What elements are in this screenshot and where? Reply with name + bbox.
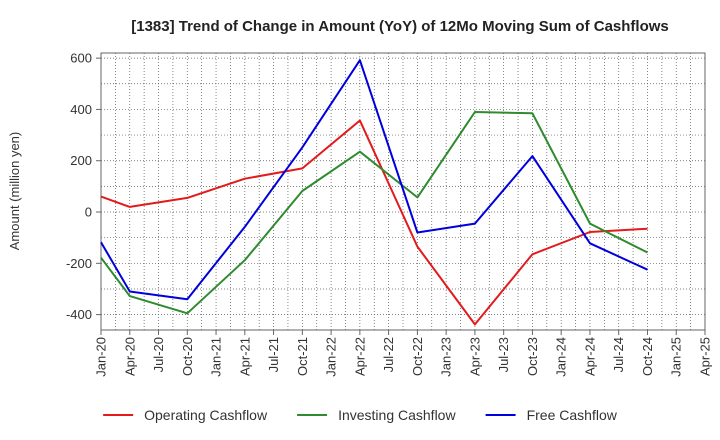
y-tick-label: -200 <box>66 256 92 271</box>
x-tick-label: Jul-22 <box>381 337 396 372</box>
legend: Operating Cashflow Investing Cashflow Free… <box>103 407 618 423</box>
x-tick-label: Oct-22 <box>410 337 425 376</box>
x-tick-label: Jan-23 <box>439 337 454 377</box>
y-tick-label: 400 <box>70 102 92 117</box>
x-tick-label: Oct-20 <box>180 337 195 376</box>
series-line-operating-cashflow <box>100 119 648 326</box>
legend-label-investing-cashflow: Investing Cashflow <box>338 407 456 423</box>
x-tick-label: Jul-21 <box>266 337 281 372</box>
x-tick-label: Jan-25 <box>669 337 684 377</box>
x-tick-label: Jul-23 <box>496 337 511 372</box>
legend-label-free-cashflow: Free Cashflow <box>527 407 618 423</box>
x-tick-label: Jan-22 <box>324 337 339 377</box>
y-tick-label: 200 <box>70 153 92 168</box>
y-axis-label: Amount (million yen) <box>7 132 22 251</box>
x-tick-label: Apr-23 <box>467 337 482 376</box>
x-tick-label: Jul-20 <box>151 337 166 372</box>
y-tick-label: -400 <box>66 307 92 322</box>
x-tick-label: Apr-22 <box>352 337 367 376</box>
x-tick-label: Apr-20 <box>122 337 137 376</box>
y-tick-label: 0 <box>85 205 92 220</box>
x-tick-label: Jul-24 <box>611 337 626 372</box>
x-tick-label: Oct-21 <box>295 337 310 376</box>
x-tick-label: Apr-21 <box>237 337 252 376</box>
x-tick-label: Apr-25 <box>698 337 713 376</box>
x-tick-label: Jan-21 <box>209 337 224 377</box>
chart-title: [1383] Trend of Change in Amount (YoY) o… <box>131 18 669 35</box>
x-tick-label: Jan-24 <box>554 337 569 377</box>
legend-label-operating-cashflow: Operating Cashflow <box>144 407 268 423</box>
x-tick-label: Jan-20 <box>94 337 109 377</box>
series-line-investing-cashflow <box>100 111 648 315</box>
x-tick-label: Apr-24 <box>582 337 597 376</box>
plot-frame <box>100 52 706 331</box>
x-tick-label: Oct-23 <box>525 337 540 376</box>
y-tick-label: 600 <box>70 51 92 66</box>
x-tick-label: Oct-24 <box>640 337 655 376</box>
series-line-free-cashflow <box>100 59 648 301</box>
